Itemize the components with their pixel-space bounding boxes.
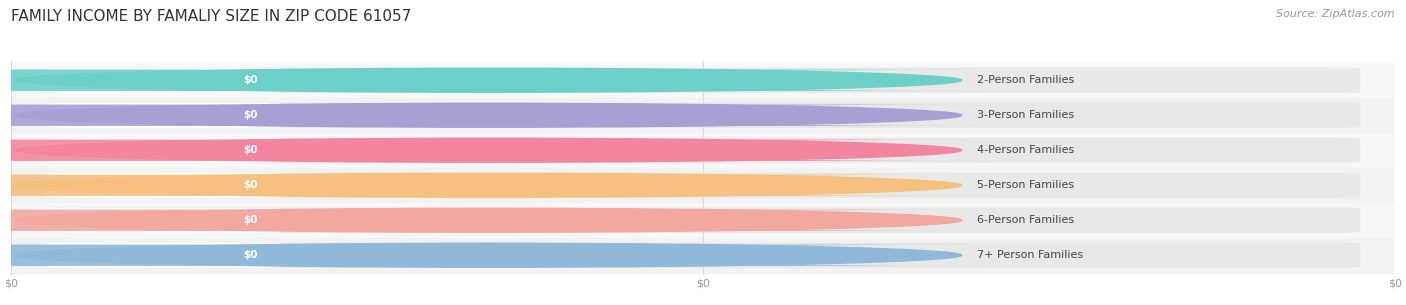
FancyBboxPatch shape <box>46 68 281 93</box>
Text: 5-Person Families: 5-Person Families <box>977 180 1074 190</box>
FancyBboxPatch shape <box>46 243 281 268</box>
Bar <box>11 168 1395 203</box>
FancyBboxPatch shape <box>46 243 1360 268</box>
FancyBboxPatch shape <box>46 173 1360 198</box>
Text: $0: $0 <box>243 250 257 260</box>
FancyBboxPatch shape <box>46 103 1360 128</box>
Text: 6-Person Families: 6-Person Families <box>977 215 1074 225</box>
FancyBboxPatch shape <box>0 140 987 161</box>
Text: FAMILY INCOME BY FAMALIY SIZE IN ZIP CODE 61057: FAMILY INCOME BY FAMALIY SIZE IN ZIP COD… <box>11 9 412 24</box>
FancyBboxPatch shape <box>46 138 281 163</box>
Text: $0: $0 <box>243 180 257 190</box>
FancyBboxPatch shape <box>0 174 987 196</box>
Text: $0: $0 <box>243 110 257 120</box>
Text: 7+ Person Families: 7+ Person Families <box>977 250 1083 260</box>
FancyBboxPatch shape <box>0 105 987 126</box>
Bar <box>11 203 1395 238</box>
FancyBboxPatch shape <box>46 103 281 128</box>
Text: $0: $0 <box>243 145 257 155</box>
Bar <box>11 133 1395 168</box>
Text: Source: ZipAtlas.com: Source: ZipAtlas.com <box>1277 9 1395 19</box>
FancyBboxPatch shape <box>46 208 281 233</box>
Text: 4-Person Families: 4-Person Families <box>977 145 1074 155</box>
FancyBboxPatch shape <box>0 210 987 231</box>
FancyBboxPatch shape <box>0 245 987 266</box>
Text: $0: $0 <box>243 215 257 225</box>
FancyBboxPatch shape <box>46 68 1360 93</box>
Bar <box>11 98 1395 133</box>
Circle shape <box>15 68 962 92</box>
Circle shape <box>15 208 962 232</box>
FancyBboxPatch shape <box>0 70 987 91</box>
FancyBboxPatch shape <box>46 173 281 198</box>
Circle shape <box>15 138 962 162</box>
Text: $0: $0 <box>243 75 257 85</box>
FancyBboxPatch shape <box>46 138 1360 163</box>
Bar <box>11 238 1395 273</box>
Circle shape <box>15 243 962 267</box>
Text: 2-Person Families: 2-Person Families <box>977 75 1074 85</box>
Text: 3-Person Families: 3-Person Families <box>977 110 1074 120</box>
Circle shape <box>15 173 962 197</box>
FancyBboxPatch shape <box>46 208 1360 233</box>
Bar <box>11 63 1395 98</box>
Circle shape <box>15 103 962 127</box>
